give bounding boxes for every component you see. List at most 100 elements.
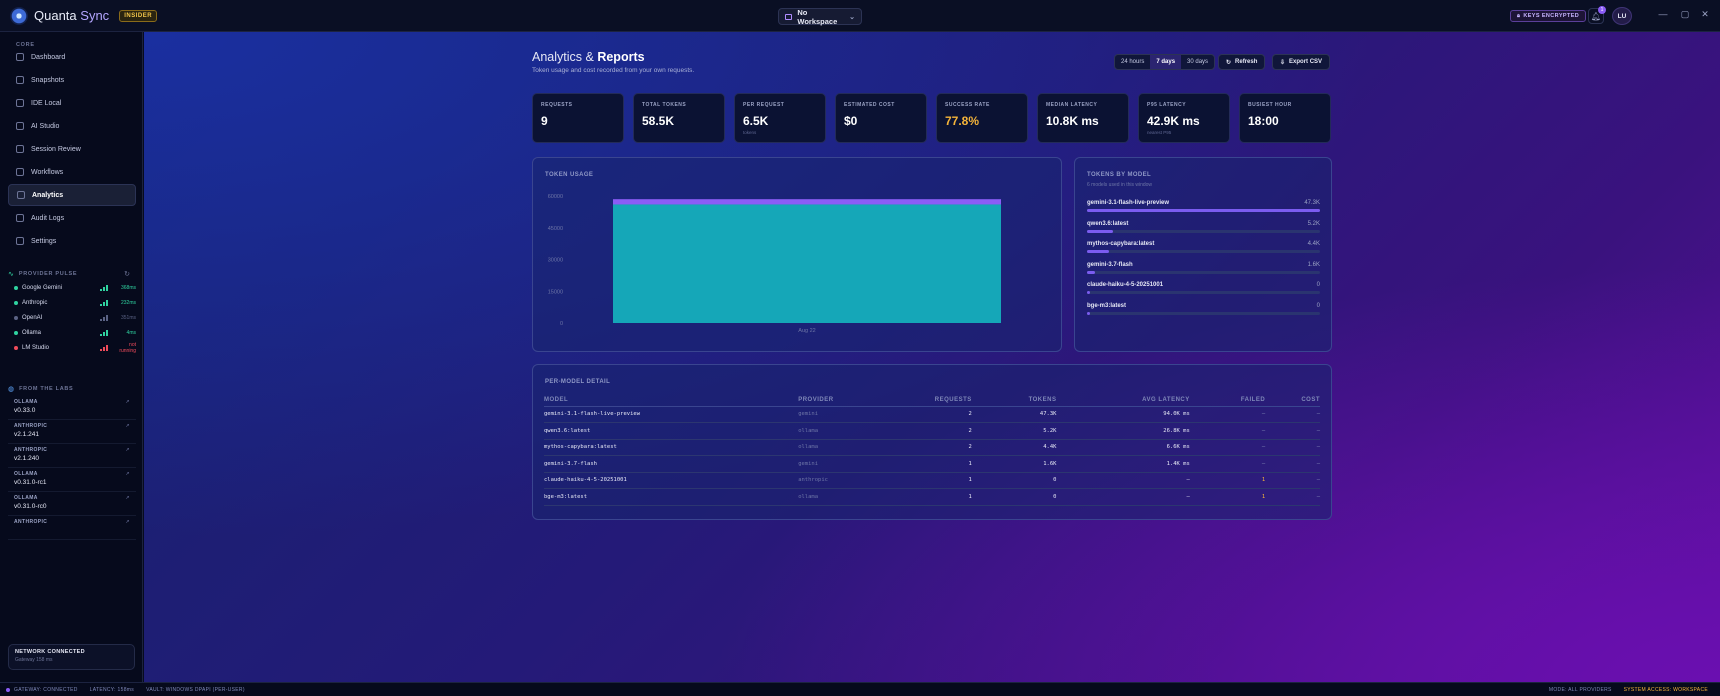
table-header-row: MODEL PROVIDER REQUESTS TOKENS AVG LATEN… [544, 394, 1320, 407]
table-row[interactable]: claude-haiku-4-5-20251001 anthropic 1 0—1— [544, 472, 1320, 489]
provider-latency: 4ms [126, 329, 136, 336]
git-branch-icon [16, 145, 24, 153]
usage-bar-track [1087, 270, 1320, 274]
provider-row[interactable]: Ollama 4ms [8, 325, 136, 340]
stat-value: 9 [541, 114, 548, 128]
col-tokens[interactable]: TOKENS [971, 394, 1057, 407]
table-row[interactable]: mythos-capybara:latest ollama 2 4.4K 6.6K ms… [544, 439, 1320, 456]
lab-item[interactable]: OLLAMA ↗ v0.31.0-rc0 [8, 492, 136, 516]
lab-item[interactable]: ANTHROPIC ↗ [8, 516, 136, 540]
gear-icon [16, 237, 24, 245]
external-link-icon[interactable]: ↗ [125, 447, 130, 453]
model-name: bge-m3:latest [1087, 302, 1127, 309]
sidebar-item-audit-logs[interactable]: Audit Logs [8, 207, 136, 229]
sidebar-item-session-review[interactable]: Session Review [8, 138, 136, 160]
provider-row[interactable]: Anthropic 232ms [8, 295, 136, 310]
main-content [144, 32, 1720, 682]
model-usage-row[interactable]: bge-m3:latest 0 [1087, 303, 1320, 324]
col-model[interactable]: MODEL [544, 394, 799, 407]
keys-encrypted-badge[interactable]: 🔒︎ KEYS ENCRYPTED [1510, 10, 1587, 22]
model-usage-row[interactable]: claude-haiku-4-5-20251001 0 [1087, 282, 1320, 303]
cell-provider: ollama [798, 488, 892, 506]
lab-item[interactable]: ANTHROPIC ↗ v2.1.240 [8, 444, 136, 468]
usage-bar-track [1087, 229, 1320, 233]
cell-cost: — [1265, 488, 1320, 506]
cell-tokens: 1.6K [971, 455, 1057, 473]
provider-latency: 368ms [120, 284, 136, 291]
lab-item[interactable]: OLLAMA ↗ v0.33.0 [8, 396, 136, 420]
insider-badge: INSIDER [119, 9, 158, 22]
provider-name: Ollama [22, 329, 42, 336]
table-row[interactable]: gemini-3.1-flash-live-preview gemini 2 47.3… [544, 406, 1320, 423]
cell-provider: gemini [798, 455, 892, 473]
provider-row[interactable]: OpenAI 351ms [8, 310, 136, 325]
sidebar-item-workflows[interactable]: Workflows [8, 161, 136, 183]
cell-avg-latency: 1.4K ms [1056, 455, 1190, 473]
notifications-button[interactable]: 🔔︎ [1588, 8, 1604, 24]
model-name: qwen3.6:latest [1087, 220, 1129, 227]
avatar[interactable]: LU [1612, 7, 1632, 25]
external-link-icon[interactable]: ↗ [125, 471, 130, 477]
sidebar-item-dashboard[interactable]: Dashboard [8, 46, 136, 68]
workspace-select[interactable]: No Workspace ⌄ [778, 8, 862, 26]
col-failed[interactable]: FAILED [1189, 394, 1266, 407]
stat-card: PER REQUEST 6.5K tokens [734, 93, 826, 143]
provider-row[interactable]: Google Gemini 368ms [8, 280, 136, 295]
range-7d[interactable]: 7 days [1150, 55, 1182, 69]
external-link-icon[interactable]: ↗ [125, 423, 130, 429]
stat-value: 10.8K ms [1046, 114, 1099, 128]
sidebar-item-analytics[interactable]: Analytics [8, 184, 136, 206]
stat-note: tokens [743, 130, 757, 135]
cell-avg-latency: 26.8K ms [1056, 422, 1190, 440]
y-tick-label: 60000 [548, 194, 563, 200]
sidebar-item-snapshots[interactable]: Snapshots [8, 69, 136, 91]
external-link-icon[interactable]: ↗ [125, 495, 130, 501]
lab-item[interactable]: OLLAMA ↗ v0.31.0-rc1 [8, 468, 136, 492]
sidebar-item-ai-studio[interactable]: AI Studio [8, 115, 136, 137]
maximize-button[interactable]: ▢ [1680, 9, 1690, 19]
model-usage-row[interactable]: gemini-3.1-flash-live-preview 47.3K [1087, 200, 1320, 221]
signal-icon [100, 344, 110, 351]
lab-source: ANTHROPIC [14, 447, 48, 453]
external-link-icon[interactable]: ↗ [125, 519, 130, 525]
col-provider[interactable]: PROVIDER [798, 394, 892, 407]
model-usage-row[interactable]: qwen3.6:latest 5.2K [1087, 221, 1320, 242]
provider-row[interactable]: LM Studio not running [8, 340, 136, 355]
close-button[interactable]: ✕ [1701, 9, 1709, 19]
model-usage-row[interactable]: gemini-3.7-flash 1.6K [1087, 262, 1320, 283]
y-tick-label: 15000 [548, 289, 563, 295]
col-cost[interactable]: COST [1265, 394, 1320, 407]
sidebar-item-ide-local[interactable]: IDE Local [8, 92, 136, 114]
external-link-icon[interactable]: ↗ [125, 399, 130, 405]
cell-cost: — [1265, 472, 1320, 489]
cell-tokens: 5.2K [971, 422, 1057, 440]
table-row[interactable]: qwen3.6:latest ollama 2 5.2K 26.8K ms — — [544, 422, 1320, 440]
model-usage-row[interactable]: mythos-capybara:latest 4.4K [1087, 241, 1320, 262]
table-row[interactable]: bge-m3:latest ollama 1 0—1— [544, 488, 1320, 506]
cell-failed: — [1189, 422, 1266, 440]
export-csv-button[interactable]: ⇩ Export CSV [1272, 54, 1331, 70]
sidebar [0, 32, 143, 682]
bell-icon: 🔔︎ [1590, 11, 1602, 21]
col-requests[interactable]: REQUESTS [891, 394, 972, 407]
cell-model: mythos-capybara:latest [544, 439, 799, 456]
usage-bar-track [1087, 209, 1320, 212]
stat-label: SUCCESS RATE [945, 102, 990, 108]
cell-cost: — [1265, 439, 1320, 456]
sidebar-item-settings[interactable]: Settings [8, 230, 136, 252]
provider-name: Anthropic [22, 299, 48, 306]
refresh-button[interactable]: ↻ Refresh [1218, 54, 1266, 70]
col-avg-latency[interactable]: AVG LATENCY [1056, 394, 1190, 407]
minimize-button[interactable]: — [1658, 9, 1668, 19]
stat-card: P95 LATENCY 42.9K ms nearest P95 [1138, 93, 1230, 143]
range-24h[interactable]: 24 hours [1121, 59, 1145, 65]
table-row[interactable]: gemini-3.7-flash gemini 1 1.6K 1.4K ms — — [544, 455, 1320, 473]
refresh-pulse-icon[interactable]: ↻ [124, 271, 130, 278]
bar-segment[interactable] [613, 199, 1001, 205]
range-30d[interactable]: 30 days [1187, 59, 1209, 65]
lab-source: OLLAMA [14, 399, 38, 405]
lab-item[interactable]: ANTHROPIC ↗ v2.1.241 [8, 420, 136, 444]
bar-segment[interactable] [613, 204, 1001, 323]
stat-label: PER REQUEST [743, 102, 785, 108]
model-name: gemini-3.1-flash-live-preview [1087, 200, 1170, 206]
